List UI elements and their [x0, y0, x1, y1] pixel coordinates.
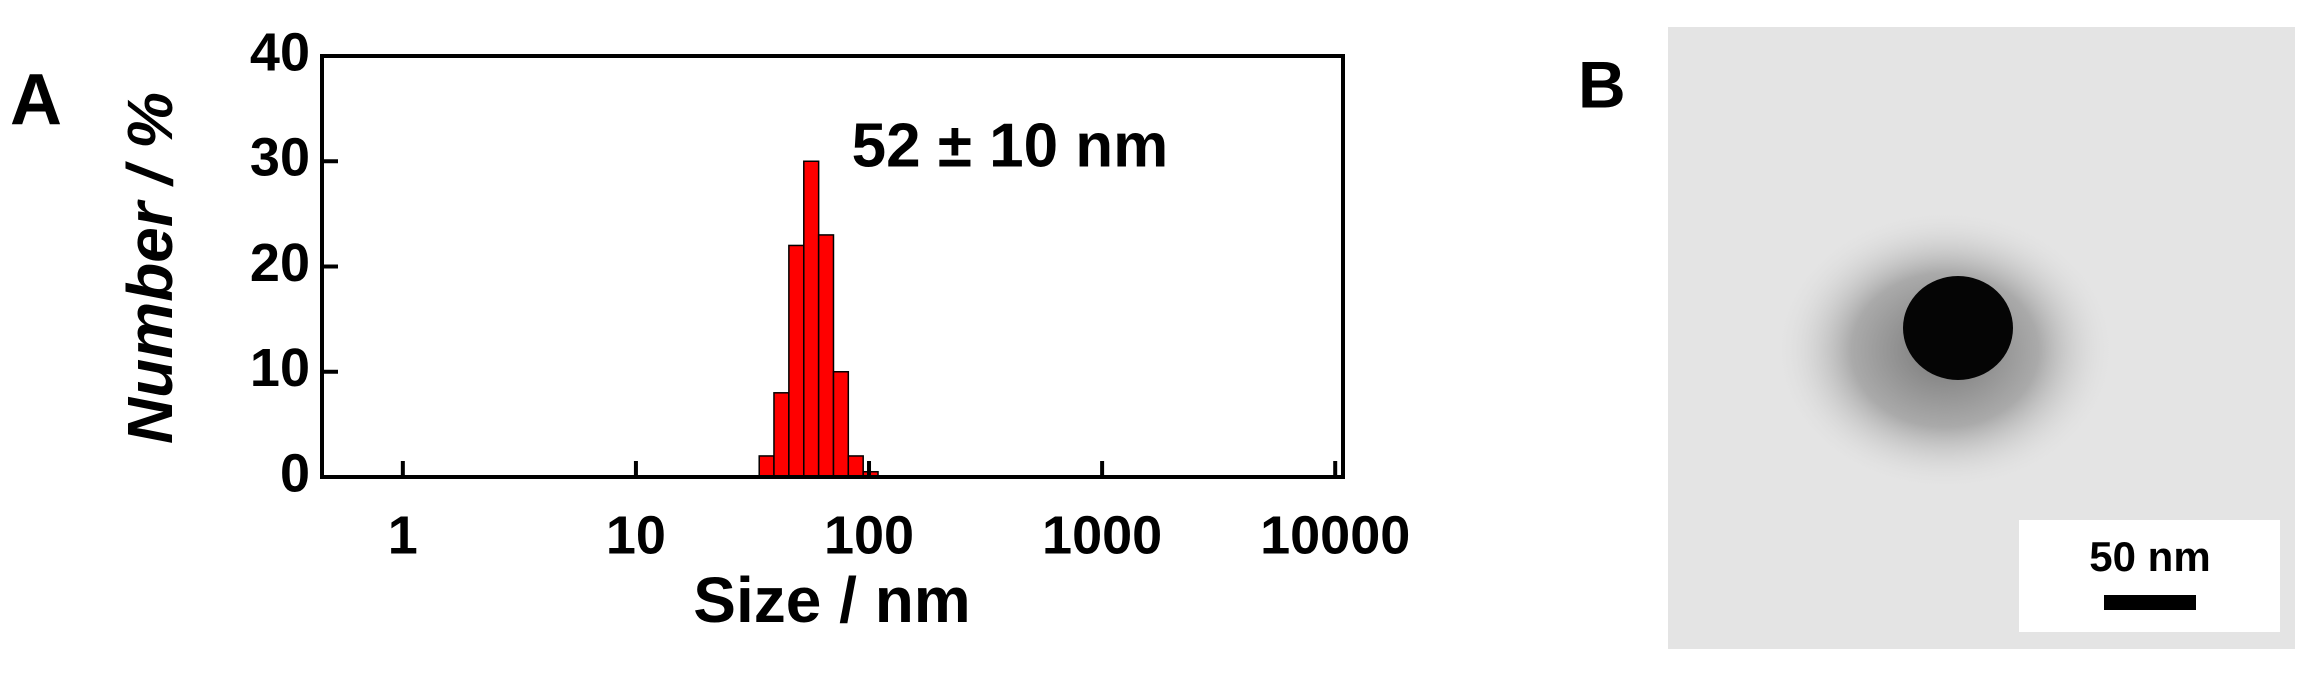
bar: [788, 244, 805, 478]
panel-label: A: [10, 60, 62, 140]
bar: [847, 455, 864, 478]
bar: [773, 392, 790, 478]
x-tick-label: 10: [606, 505, 666, 565]
y-tick-label: 30: [250, 128, 310, 188]
bar: [817, 234, 835, 478]
x-tick-label: 1000: [1042, 505, 1162, 565]
scale-bar-box: [2019, 520, 2280, 632]
y-axis-title: Number / %: [114, 92, 186, 444]
scale-bar: [2104, 595, 2196, 610]
bar: [758, 455, 775, 478]
y-tick-label: 10: [250, 338, 310, 398]
bar: [832, 371, 850, 478]
annotation: 52 ± 10 nm: [852, 111, 1169, 180]
panel-label: B: [1578, 47, 1626, 121]
x-axis-title: Size / nm: [693, 564, 970, 636]
y-tick-label: 20: [250, 233, 310, 293]
x-tick-label: 1: [388, 505, 418, 565]
y-tick-label: 0: [280, 443, 310, 503]
particle: [1903, 276, 2013, 380]
x-tick-label: 10000: [1260, 505, 1410, 565]
y-tick-label: 40: [250, 22, 310, 82]
bar: [803, 160, 820, 478]
plot: 0 10 20 30 40 1 10 100 1000 10000: [250, 22, 1410, 565]
scale-bar-label: 50 nm: [2089, 533, 2210, 580]
tem-image: 50 nm: [1668, 27, 2295, 649]
x-tick-label: 100: [824, 505, 914, 565]
